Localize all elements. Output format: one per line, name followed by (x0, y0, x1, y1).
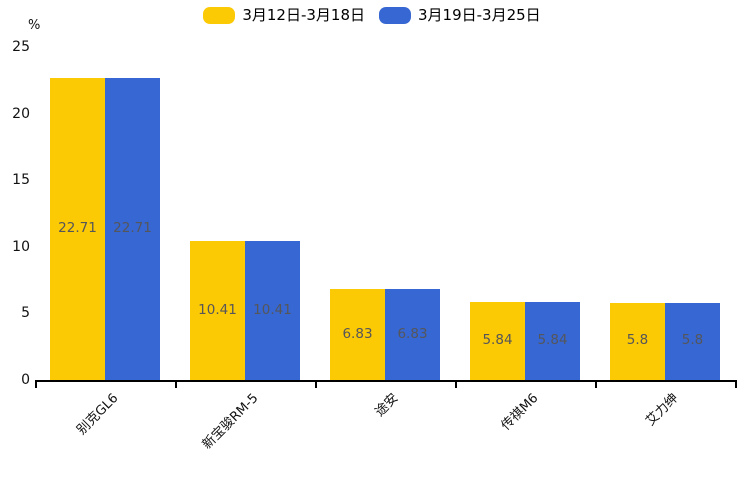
x-category-label-别克GL6: 别克GL6 (74, 390, 122, 438)
bar-value-label: 5.8 (681, 332, 704, 349)
x-axis-tick (315, 380, 317, 388)
x-axis-tick (455, 380, 457, 388)
y-tick-label: 0 (21, 372, 30, 388)
legend-label-series-1: 3月12日-3月18日 (242, 6, 365, 24)
x-category-label-传祺M6: 传祺M6 (498, 390, 542, 434)
legend-swatch-yellow (203, 7, 236, 24)
legend-item-series-1[interactable]: 3月12日-3月18日 (203, 7, 365, 24)
legend-item-series-2[interactable]: 3月19日-3月25日 (379, 7, 541, 24)
x-axis-tick (595, 380, 597, 388)
bar-3月19日-3月25日-别克GL6[interactable]: 22.71 (105, 77, 160, 380)
bar-3月12日-3月18日-别克GL6[interactable]: 22.71 (50, 77, 105, 380)
x-category-label-途安: 途安 (372, 390, 402, 420)
bar-value-label: 10.41 (198, 301, 237, 318)
bar-3月19日-3月25日-新宝骏RM-5[interactable]: 10.41 (245, 241, 300, 380)
legend-swatch-blue (379, 7, 411, 24)
y-tick-label: 10 (12, 238, 30, 255)
y-axis-unit-label: % (28, 18, 41, 33)
x-axis-tick (735, 380, 737, 388)
legend-label-series-2: 3月19日-3月25日 (418, 6, 541, 24)
bar-3月12日-3月18日-艾力绅[interactable]: 5.8 (610, 302, 665, 380)
bar-value-label: 5.8 (626, 332, 649, 349)
y-tick-label: 15 (12, 172, 30, 189)
y-tick-label: 5 (21, 305, 30, 322)
bar-value-label: 5.84 (482, 332, 513, 349)
x-category-label-新宝骏RM-5: 新宝骏RM-5 (199, 390, 262, 453)
bar-value-label: 6.83 (397, 325, 428, 342)
bar-3月12日-3月18日-途安[interactable]: 6.83 (330, 289, 385, 380)
bar-3月12日-3月18日-传祺M6[interactable]: 5.84 (470, 302, 525, 380)
x-axis-tick (35, 380, 37, 388)
bar-value-label: 5.84 (537, 332, 568, 349)
bar-value-label: 22.71 (58, 219, 97, 236)
bar-3月12日-3月18日-新宝骏RM-5[interactable]: 10.41 (190, 241, 245, 380)
y-tick-label: 25 (12, 39, 30, 55)
chart-legend: 3月12日-3月18日 3月19日-3月25日 (0, 7, 744, 24)
bar-value-label: 6.83 (342, 325, 373, 342)
x-axis-line (35, 380, 737, 382)
x-category-label-艾力绅: 艾力绅 (643, 390, 682, 430)
bar-value-label: 22.71 (113, 219, 152, 236)
bar-3月19日-3月25日-途安[interactable]: 6.83 (385, 289, 440, 380)
x-axis-tick (175, 380, 177, 388)
bar-3月19日-3月25日-传祺M6[interactable]: 5.84 (525, 302, 580, 380)
bar-value-label: 10.41 (253, 301, 292, 318)
bar-3月19日-3月25日-艾力绅[interactable]: 5.8 (665, 302, 720, 380)
y-tick-label: 20 (12, 105, 30, 122)
